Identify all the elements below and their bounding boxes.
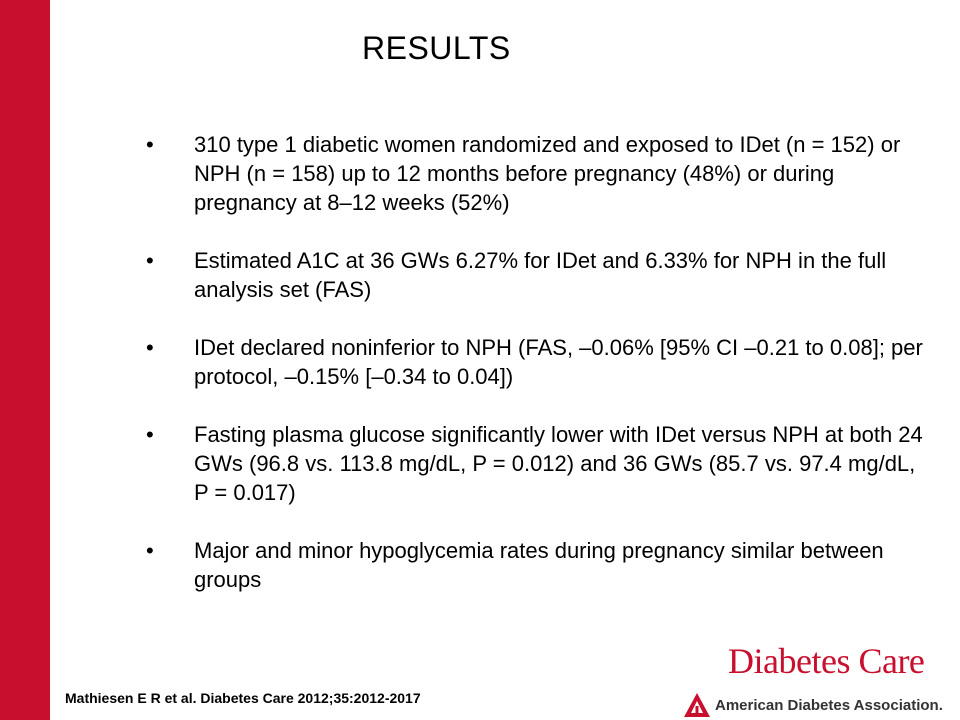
slide-title: RESULTS: [362, 30, 511, 66]
bullet-item: • IDet declared noninferior to NPH (FAS,…: [146, 333, 926, 391]
bullet-marker: •: [146, 132, 154, 157]
bullet-marker: •: [146, 422, 154, 447]
bullet-text: Fasting plasma glucose significantly low…: [194, 422, 923, 505]
bullet-item: • 310 type 1 diabetic women randomized a…: [146, 130, 926, 217]
association-name: American Diabetes Association.: [715, 696, 943, 714]
bullet-marker: •: [146, 248, 154, 273]
bullet-text: 310 type 1 diabetic women randomized and…: [194, 132, 901, 215]
bullet-marker: •: [146, 538, 154, 563]
bullet-text: IDet declared noninferior to NPH (FAS, –…: [194, 335, 923, 389]
bullet-marker: •: [146, 335, 154, 360]
journal-logo: Diabetes Care: [728, 641, 925, 681]
bullet-text: Estimated A1C at 36 GWs 6.27% for IDet a…: [194, 248, 887, 302]
bullet-list: • 310 type 1 diabetic women randomized a…: [146, 130, 926, 623]
ada-logo: American Diabetes Association.: [683, 690, 943, 720]
ada-triangle-logo-icon: [684, 693, 710, 717]
bullet-item: • Major and minor hypoglycemia rates dur…: [146, 536, 926, 594]
bullet-text: Major and minor hypoglycemia rates durin…: [194, 538, 884, 592]
citation: Mathiesen E R et al. Diabetes Care 2012;…: [65, 690, 421, 706]
bullet-item: • Fasting plasma glucose significantly l…: [146, 420, 926, 507]
bullet-item: • Estimated A1C at 36 GWs 6.27% for IDet…: [146, 246, 926, 304]
left-accent-bar: [0, 0, 50, 720]
